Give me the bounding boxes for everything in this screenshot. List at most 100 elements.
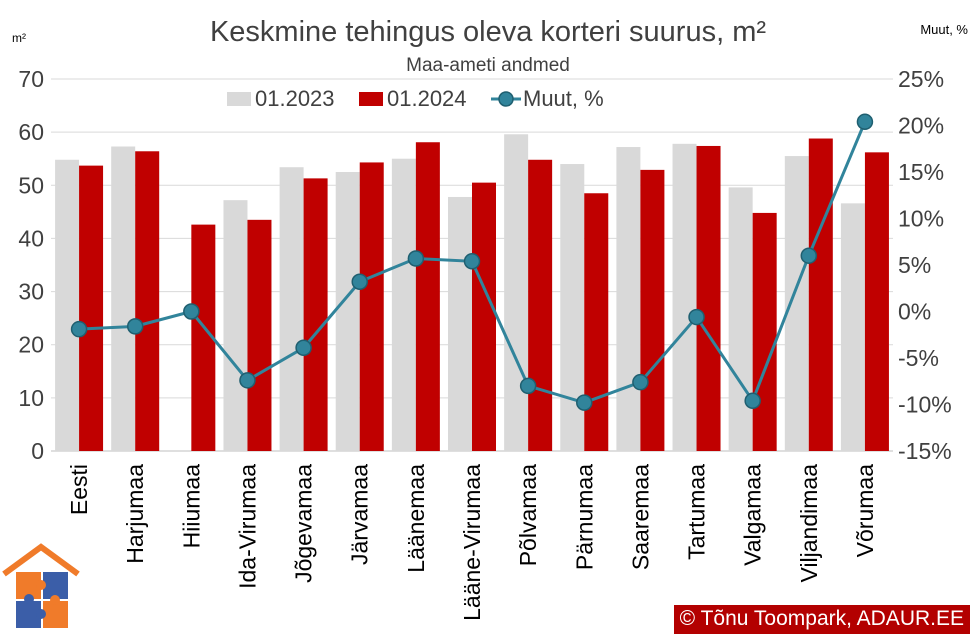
left-tick-label: 70 [18,66,44,92]
legend-marker [498,91,514,107]
bar-01-2023 [728,187,753,451]
bar-01-2024 [864,152,889,451]
bar-01-2023 [223,200,248,451]
category-label: Võrumaa [852,464,878,558]
logo-knob [36,609,46,619]
category-label: Lääne-Virumaa [459,464,485,621]
legend: 01.2023 01.2024 Muut, % [205,82,625,114]
change-point [295,339,312,357]
bar-01-2024 [135,151,160,451]
left-tick-label: 60 [18,119,44,145]
change-point [239,372,256,389]
bar-01-2023 [504,134,529,452]
legend-swatch [227,92,251,106]
change-point [744,392,761,410]
bar-01-2024 [303,178,328,451]
category-label: Harjumaa [122,464,148,564]
right-tick-label: 5% [898,252,931,278]
category-label: Saaremaa [627,464,653,570]
bar-01-2024 [247,219,272,451]
bar-01-2023 [111,146,136,451]
bar-01-2024 [415,142,440,452]
category-label: Ida-Virumaa [234,464,260,589]
category-label: Hiiumaa [178,464,204,549]
category-label: Viljandimaa [796,464,822,583]
bar-01-2023 [279,167,304,451]
bar-01-2024 [528,159,553,451]
bar-01-2023 [391,158,416,451]
house-puzzle-logo-icon [2,543,80,628]
right-axis: -15% -10% -5% 0% 5% 10% 15% 20% 25% [898,66,952,464]
right-tick-label: 10% [898,206,944,232]
bar-01-2024 [359,162,384,452]
left-tick-label: 10 [18,385,44,411]
bar-01-2024 [696,145,721,451]
legend-label: Muut, % [523,86,604,111]
chart-title: Keskmine tehingus oleva korteri suurus, … [210,16,766,48]
logo-knob [36,580,46,590]
change-point [463,253,481,270]
left-axis: 0 10 20 30 40 50 60 70 [18,66,44,464]
copyright-badge: © Tõnu Toompark, ADAUR.EE [673,605,970,634]
right-tick-label: 15% [898,159,944,185]
bar-01-2023 [672,143,697,451]
category-label: Järvamaa [347,464,373,565]
logo-knob [24,594,34,604]
change-point [632,373,649,391]
right-tick-label: 0% [898,299,931,325]
change-point [519,377,537,395]
category-label: Tartumaa [684,464,710,560]
right-tick-label: 25% [898,66,944,92]
left-tick-label: 30 [18,279,44,305]
bar-01-2024 [752,212,777,451]
chart-subtitle: Maa-ameti andmed [406,55,570,76]
change-point [407,250,425,267]
logo-roof [2,543,80,577]
left-tick-label: 0 [31,438,44,464]
bar-01-2024 [79,165,104,451]
change-point [351,273,368,290]
left-tick-label: 20 [18,332,44,358]
right-tick-label: -15% [898,438,952,464]
change-point [183,303,200,320]
category-label: Jõgevamaa [291,464,317,583]
logo-knob [50,595,60,605]
legend-background [205,82,625,114]
category-axis: Eesti Harjumaa Hiiumaa Ida-Virumaa Jõgevamaa… [66,464,878,621]
left-axis-unit: m² [12,31,26,45]
category-label: Eesti [66,464,92,515]
legend-swatch [359,92,383,106]
logo-piece [43,572,68,599]
left-tick-label: 50 [18,172,44,198]
change-point [800,247,818,264]
bar-01-2024 [472,182,496,451]
right-tick-label: 20% [898,113,944,139]
bar-01-2024 [584,193,609,451]
logo-piece [43,601,68,628]
change-point [576,394,593,411]
legend-label: 01.2024 [387,86,467,111]
change-point [126,318,144,335]
bars [55,134,889,452]
left-tick-label: 40 [18,225,44,251]
change-point [856,113,874,131]
change-point [688,308,705,326]
change-line-series [70,113,874,411]
change-point [70,320,88,338]
bar-01-2023 [55,159,80,451]
legend-label: 01.2023 [255,86,335,111]
bar-01-2023 [616,147,641,451]
category-label: Põlvamaa [515,464,541,566]
category-label: Valgamaa [740,464,766,566]
bar-01-2023 [784,156,809,452]
right-tick-label: -5% [898,345,939,371]
bar-01-2023 [448,196,472,451]
bar-01-2023 [335,172,360,451]
bar-01-2024 [808,138,833,451]
right-tick-label: -10% [898,392,952,418]
bar-01-2024 [640,169,665,452]
category-label: Pärnumaa [571,464,597,570]
category-label: Läänemaa [403,464,429,573]
